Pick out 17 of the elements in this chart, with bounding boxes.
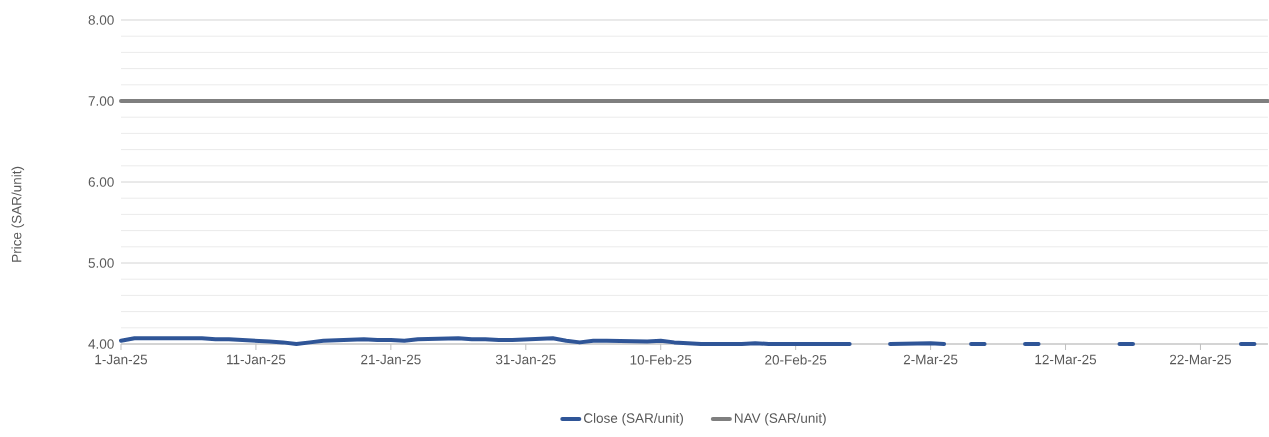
y-tick-label: 8.00 xyxy=(88,15,114,25)
y-tick-label: 6.00 xyxy=(88,177,114,187)
x-tick-label: 22-Mar-25 xyxy=(1170,354,1232,365)
x-tick-label: 21-Jan-25 xyxy=(361,354,421,365)
y-tick-label: 7.00 xyxy=(88,96,114,106)
x-tick-label: 20-Feb-25 xyxy=(765,354,827,365)
legend-label: Close (SAR/unit) xyxy=(584,412,683,426)
y-tick-label: 5.00 xyxy=(88,258,114,268)
x-tick-label: 2-Mar-25 xyxy=(903,354,958,365)
x-tick-label: 31-Jan-25 xyxy=(495,354,556,365)
y-tick-label: 4.00 xyxy=(88,339,114,349)
y-axis-title: Price (SAR/unit) xyxy=(11,166,25,262)
x-tick-label: 12-Mar-25 xyxy=(1035,354,1097,365)
x-tick-label: 11-Jan-25 xyxy=(227,354,286,365)
legend-label: NAV (SAR/unit) xyxy=(734,412,826,426)
x-tick-label: 10-Feb-25 xyxy=(630,354,692,365)
x-tick-label: 1-Jan-25 xyxy=(95,354,148,365)
